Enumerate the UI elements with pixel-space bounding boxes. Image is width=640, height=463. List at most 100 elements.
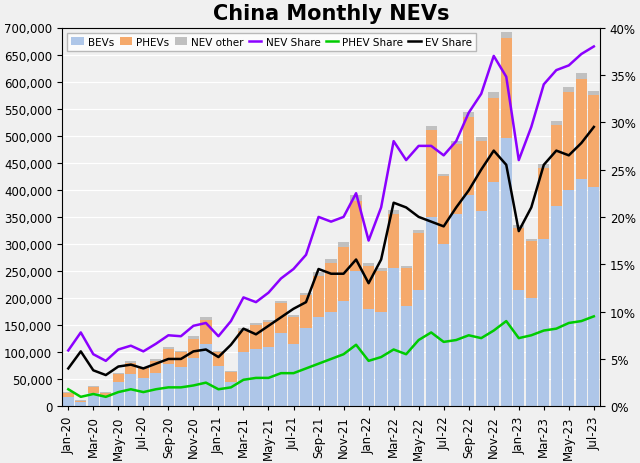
Bar	[63, 397, 74, 407]
NEV Share	[202, 320, 210, 326]
PHEV Share	[252, 375, 260, 381]
PHEV Share	[90, 391, 97, 397]
Bar	[513, 225, 524, 228]
EV Share	[127, 362, 134, 368]
Bar	[163, 348, 174, 349]
NEV Share	[189, 323, 197, 329]
Bar	[513, 228, 524, 290]
Bar	[188, 358, 199, 407]
NEV Share	[65, 348, 72, 353]
Bar	[313, 317, 324, 407]
Bar	[75, 400, 86, 401]
Bar	[476, 138, 487, 142]
Bar	[463, 196, 474, 407]
EV Share	[390, 200, 397, 206]
EV Share	[327, 271, 335, 277]
NEV Share	[515, 158, 523, 163]
PHEV Share	[265, 375, 273, 381]
Bar	[388, 215, 399, 269]
Bar	[275, 304, 287, 333]
Bar	[300, 296, 312, 328]
Line: NEV Share: NEV Share	[68, 47, 594, 361]
PHEV Share	[202, 380, 210, 386]
Bar	[175, 368, 186, 407]
Bar	[325, 312, 337, 407]
EV Share	[502, 163, 510, 168]
Bar	[313, 277, 324, 317]
PHEV Share	[164, 385, 172, 390]
NEV Share	[177, 334, 185, 339]
Bar	[576, 75, 587, 80]
PHEV Share	[552, 326, 560, 332]
PHEV Share	[428, 330, 435, 336]
PHEV Share	[65, 387, 72, 392]
Bar	[100, 393, 111, 397]
PHEV Share	[365, 358, 372, 364]
Bar	[451, 144, 462, 215]
Bar	[376, 312, 387, 407]
NEV Share	[265, 290, 273, 296]
NEV Share	[239, 295, 247, 300]
Bar	[588, 96, 600, 188]
Bar	[225, 371, 237, 372]
Bar	[550, 121, 562, 125]
Bar	[150, 361, 161, 373]
Bar	[163, 349, 174, 364]
Bar	[275, 333, 287, 407]
Bar	[563, 88, 575, 93]
NEV Share	[540, 82, 548, 88]
NEV Share	[140, 349, 147, 354]
EV Share	[452, 205, 460, 211]
EV Share	[227, 342, 235, 348]
EV Share	[552, 149, 560, 154]
EV Share	[477, 168, 485, 173]
Bar	[113, 382, 124, 407]
Bar	[401, 269, 412, 307]
Bar	[463, 118, 474, 196]
NEV Share	[302, 252, 310, 258]
Bar	[388, 210, 399, 215]
NEV Share	[315, 215, 323, 220]
EV Share	[515, 229, 523, 234]
EV Share	[527, 205, 535, 211]
Bar	[288, 344, 299, 407]
Bar	[263, 347, 274, 407]
PHEV Share	[390, 347, 397, 352]
Bar	[238, 331, 249, 352]
EV Share	[77, 349, 84, 354]
Bar	[513, 290, 524, 407]
EV Share	[152, 361, 160, 367]
Bar	[238, 352, 249, 407]
PHEV Share	[290, 370, 298, 376]
Bar	[488, 182, 499, 407]
NEV Share	[290, 267, 298, 272]
Bar	[300, 328, 312, 407]
Bar	[500, 139, 512, 407]
EV Share	[90, 368, 97, 373]
Bar	[476, 212, 487, 407]
NEV Share	[90, 352, 97, 357]
PHEV Share	[315, 361, 323, 367]
NEV Share	[377, 205, 385, 211]
Bar	[225, 372, 237, 382]
PHEV Share	[440, 339, 447, 345]
Bar	[413, 234, 424, 290]
Bar	[550, 125, 562, 206]
Bar	[476, 142, 487, 212]
Bar	[525, 239, 537, 242]
Bar	[488, 93, 499, 99]
Bar	[426, 131, 437, 218]
Bar	[351, 271, 362, 407]
Bar	[213, 351, 224, 352]
EV Share	[590, 125, 598, 131]
Bar	[563, 190, 575, 407]
EV Share	[164, 357, 172, 362]
NEV Share	[340, 215, 348, 220]
EV Share	[239, 326, 247, 332]
Bar	[150, 373, 161, 407]
PHEV Share	[227, 385, 235, 390]
NEV Share	[415, 144, 422, 150]
PHEV Share	[327, 357, 335, 362]
PHEV Share	[140, 389, 147, 395]
Bar	[138, 369, 149, 378]
